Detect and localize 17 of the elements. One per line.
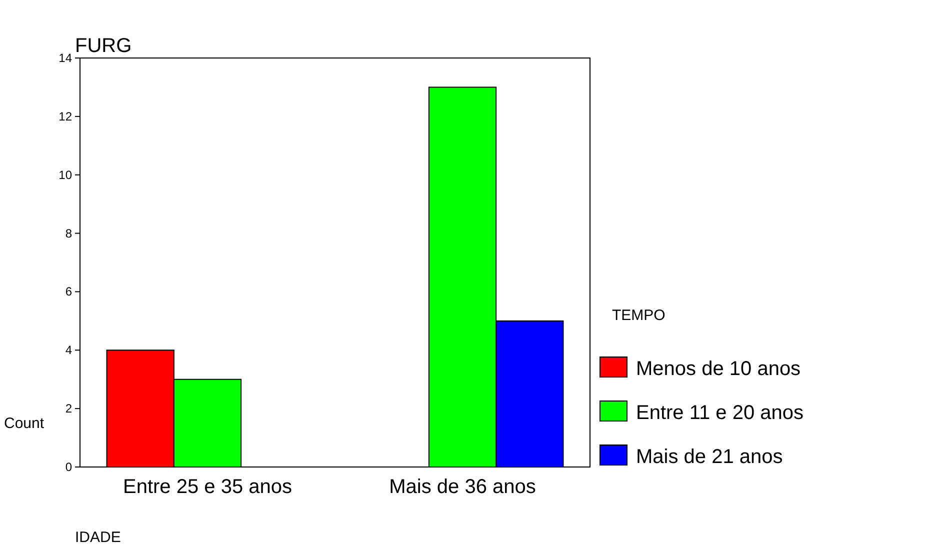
y-tick-label: 6 (65, 284, 72, 299)
legend-label: Menos de 10 anos (636, 358, 801, 380)
x-axis-title: IDADE (75, 529, 121, 546)
y-tick-label: 10 (58, 168, 72, 182)
y-tick-label: 14 (58, 51, 72, 65)
y-tick-label: 4 (65, 343, 72, 358)
y-tick-label: 12 (58, 109, 72, 124)
x-tick-label: Mais de 36 anos (389, 476, 536, 498)
x-tick-label: Entre 25 e 35 anos (122, 476, 292, 498)
legend-title: TEMPO (612, 307, 666, 324)
chart-title: FURG (75, 35, 132, 57)
y-axis-title: Count (4, 415, 45, 432)
legend-label: Mais de 21 anos (636, 446, 783, 468)
y-tick-label: 2 (65, 402, 72, 416)
y-tick-label: 8 (65, 226, 72, 240)
legend-label: Entre 11 e 20 anos (636, 402, 804, 424)
y-tick-label: 0 (65, 460, 72, 474)
